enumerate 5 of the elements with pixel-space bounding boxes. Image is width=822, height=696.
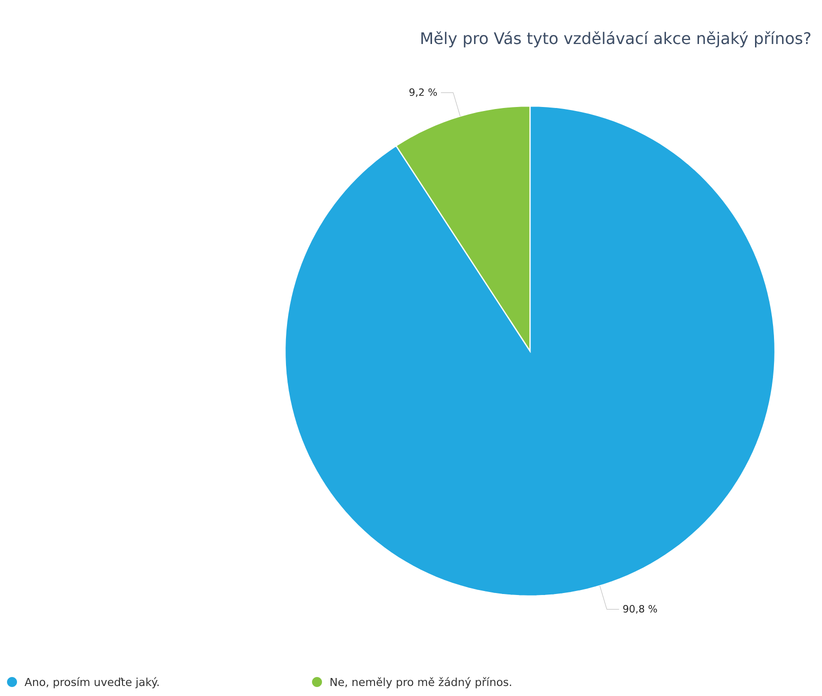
legend-label: Ne, neměly pro mě žádný přínos.	[330, 677, 512, 688]
data-label: 9,2 %	[409, 88, 437, 97]
legend-label: Ano, prosím uveďte jaký.	[24, 677, 159, 688]
data-label: 90,8 %	[623, 605, 657, 614]
chart-title: Měly pro Vás tyto vzdělávací akce nějaký přínos?	[421, 31, 810, 48]
